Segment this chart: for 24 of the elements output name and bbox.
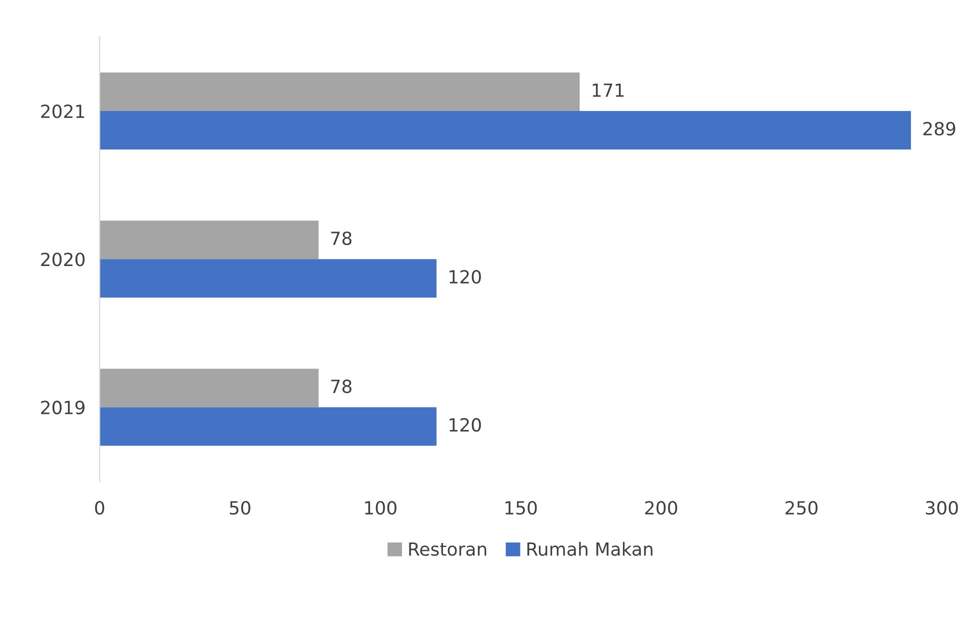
- bar: [100, 368, 319, 408]
- x-tick-label: 300: [926, 501, 958, 515]
- data-label: 78: [331, 380, 352, 394]
- x-tick-label: 200: [645, 501, 678, 515]
- x-tick-label: 150: [505, 501, 537, 515]
- x-tick-label: 100: [365, 501, 396, 515]
- legend-label: Rumah Makan: [527, 542, 652, 556]
- bar: [100, 259, 437, 298]
- data-label: 120: [450, 418, 481, 432]
- x-tick-label: 0: [95, 501, 104, 515]
- x-tick-label: 250: [786, 501, 818, 515]
- bar: [100, 72, 580, 112]
- y-tick-label: 2020: [41, 252, 85, 266]
- data-label: 120: [450, 270, 481, 284]
- bar: [100, 111, 911, 150]
- data-label: 78: [331, 231, 352, 246]
- y-tick-label: 2021: [41, 104, 84, 118]
- x-tick-label: 50: [230, 501, 250, 515]
- bar: [100, 407, 437, 446]
- bar: [100, 220, 319, 260]
- data-label: 171: [592, 84, 624, 97]
- legend-label: Restoran: [409, 542, 486, 556]
- data-label: 289: [923, 122, 956, 136]
- y-tick-label: 2019: [41, 400, 84, 414]
